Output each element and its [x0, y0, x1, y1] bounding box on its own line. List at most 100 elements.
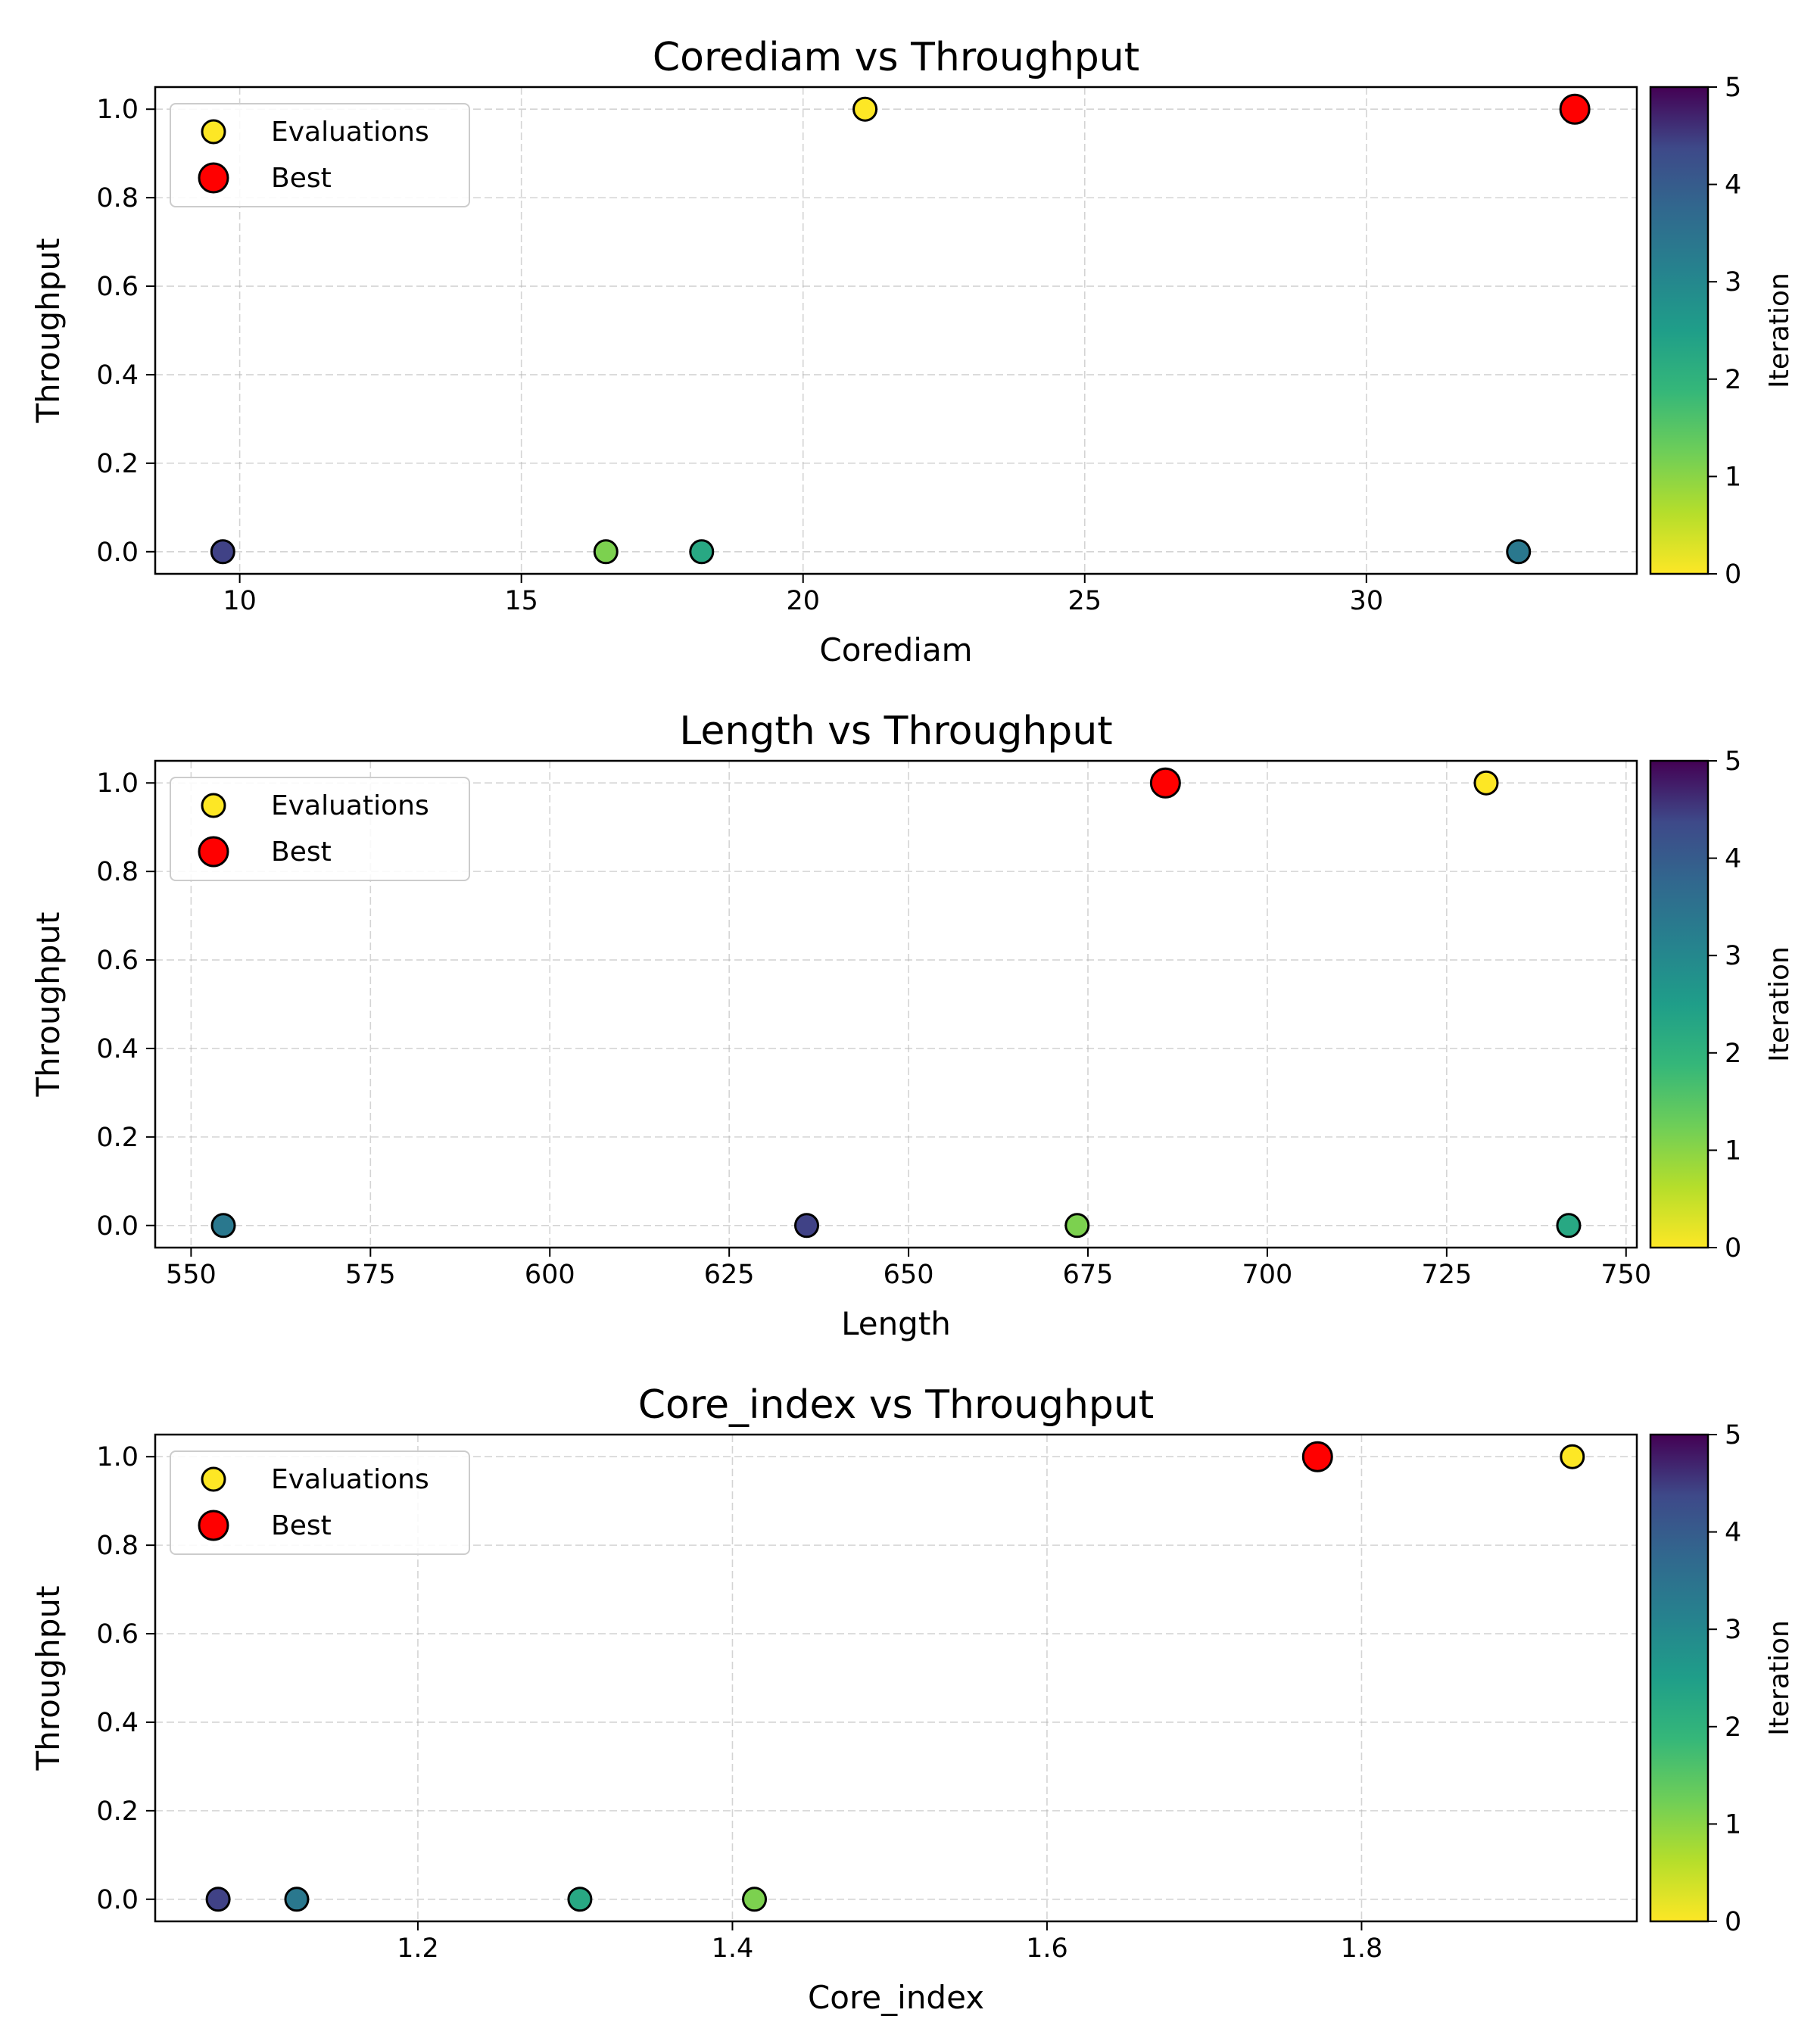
colorbar-gradient — [1650, 87, 1708, 574]
legend-marker-best — [198, 1510, 229, 1541]
colorbar-label: Iteration — [1764, 273, 1795, 388]
y-tick-label: 0.0 — [96, 1885, 139, 1915]
legend-label-evaluations: Evaluations — [271, 790, 429, 821]
colorbar-frame — [1649, 86, 1709, 575]
chart-title: Corediam vs Throughput — [653, 35, 1139, 80]
x-tick-label: 30 — [1350, 586, 1384, 616]
x-axis-label: Core_index — [808, 1979, 984, 2016]
evaluation-point — [567, 1887, 593, 1912]
colorbar: 0 1 2 3 4 5 Iteration — [1649, 746, 1795, 1263]
colorbar-tick-label: 1 — [1725, 1136, 1741, 1166]
y-tick-label: 0.4 — [96, 1034, 139, 1064]
colorbar-tick-label: 3 — [1725, 941, 1741, 971]
legend-label-best: Best — [271, 837, 332, 868]
legend: Evaluations Best — [170, 103, 470, 207]
evaluation-point — [689, 539, 715, 565]
evaluation-point — [1506, 539, 1532, 565]
evaluation-point — [210, 539, 235, 565]
y-tick-label: 0.8 — [96, 183, 139, 213]
x-tick-label: 575 — [345, 1260, 396, 1290]
legend-marker-evaluations — [201, 1466, 226, 1492]
x-tick-label: 725 — [1421, 1260, 1472, 1290]
colorbar-gradient — [1650, 1435, 1708, 1921]
best-point — [1301, 1441, 1333, 1472]
y-tick-label: 0.6 — [96, 946, 139, 976]
evaluation-point — [852, 96, 878, 122]
y-tick-label: 0.0 — [96, 537, 139, 568]
x-tick-label: 1.2 — [397, 1933, 439, 1964]
y-tick-label: 1.0 — [96, 95, 139, 125]
legend-marker-evaluations — [201, 119, 226, 145]
legend: Evaluations Best — [170, 777, 470, 881]
x-tick-label: 1.8 — [1341, 1933, 1383, 1964]
legend-label-evaluations: Evaluations — [271, 117, 429, 148]
x-tick-label: 20 — [786, 586, 820, 616]
y-tick-label: 0.2 — [96, 1796, 139, 1827]
colorbar-tick-label: 1 — [1725, 462, 1741, 492]
colorbar: 0 1 2 3 4 5 Iteration — [1649, 1420, 1795, 1937]
chart-title: Core_index vs Throughput — [638, 1382, 1155, 1428]
plot-frame — [154, 1433, 1638, 1923]
colorbar-tick-label: 3 — [1725, 1615, 1741, 1645]
evaluation-point — [1556, 1213, 1582, 1239]
colorbar-tick-label: 4 — [1725, 170, 1741, 201]
colorbar-tick-label: 0 — [1725, 559, 1741, 590]
y-tick-label: 0.0 — [96, 1211, 139, 1242]
x-tick-label: 625 — [704, 1260, 755, 1290]
evaluation-point — [284, 1887, 310, 1912]
x-tick-label: 600 — [525, 1260, 575, 1290]
y-tick-label: 0.2 — [96, 449, 139, 479]
colorbar-tick-label: 2 — [1725, 1039, 1741, 1069]
legend-marker-best — [198, 836, 229, 868]
colorbar-label: Iteration — [1764, 1620, 1795, 1736]
chart-panel-3: Core_index vs Throughput 1.2 1.4 1.6 1.8 0.0 0… — [30, 1382, 1795, 2016]
x-tick-label: 10 — [223, 586, 257, 616]
x-tick-label: 675 — [1063, 1260, 1114, 1290]
x-tick-label: 25 — [1068, 586, 1102, 616]
colorbar-tick-label: 5 — [1725, 1420, 1741, 1450]
best-point — [1559, 93, 1591, 125]
x-tick-label: 15 — [504, 586, 538, 616]
y-axis-label: Throughput — [30, 1586, 67, 1771]
y-tick-label: 0.4 — [96, 360, 139, 391]
evaluation-point — [794, 1213, 820, 1239]
evaluation-point — [1064, 1213, 1090, 1239]
x-axis-label: Corediam — [819, 631, 972, 668]
colorbar-tick-label: 3 — [1725, 267, 1741, 298]
y-tick-label: 0.2 — [96, 1123, 139, 1153]
legend: Evaluations Best — [170, 1450, 470, 1555]
plot-frame — [154, 759, 1638, 1249]
y-tick-label: 0.6 — [96, 1619, 139, 1650]
colorbar-tick-label: 0 — [1725, 1233, 1741, 1263]
legend-label-best: Best — [271, 163, 332, 194]
colorbar-tick-label: 0 — [1725, 1907, 1741, 1937]
legend-box — [170, 1450, 470, 1555]
evaluation-point — [1560, 1444, 1585, 1469]
legend-label-best: Best — [271, 1510, 332, 1541]
colorbar-label: Iteration — [1764, 946, 1795, 1062]
evaluation-point — [205, 1887, 231, 1912]
colorbar-gradient — [1650, 761, 1708, 1248]
chart-title: Length vs Throughput — [679, 709, 1112, 754]
x-tick-label: 1.4 — [712, 1933, 754, 1964]
y-tick-label: 0.8 — [96, 857, 139, 887]
x-tick-label: 650 — [884, 1260, 934, 1290]
legend-box — [170, 777, 470, 881]
colorbar-frame — [1649, 1433, 1709, 1923]
legend-box — [170, 103, 470, 207]
y-tick-label: 1.0 — [96, 768, 139, 799]
evaluation-point — [1473, 770, 1499, 796]
y-tick-label: 0.4 — [96, 1708, 139, 1738]
legend-marker-evaluations — [201, 793, 226, 818]
x-axis-label: Length — [841, 1305, 951, 1342]
y-axis-label: Throughput — [30, 912, 67, 1098]
legend-label-evaluations: Evaluations — [271, 1464, 429, 1495]
colorbar-tick-label: 2 — [1725, 365, 1741, 395]
colorbar-tick-label: 2 — [1725, 1712, 1741, 1743]
evaluation-point — [593, 539, 619, 565]
x-tick-label: 1.6 — [1026, 1933, 1068, 1964]
evaluation-point — [742, 1887, 768, 1912]
y-tick-label: 0.8 — [96, 1531, 139, 1561]
